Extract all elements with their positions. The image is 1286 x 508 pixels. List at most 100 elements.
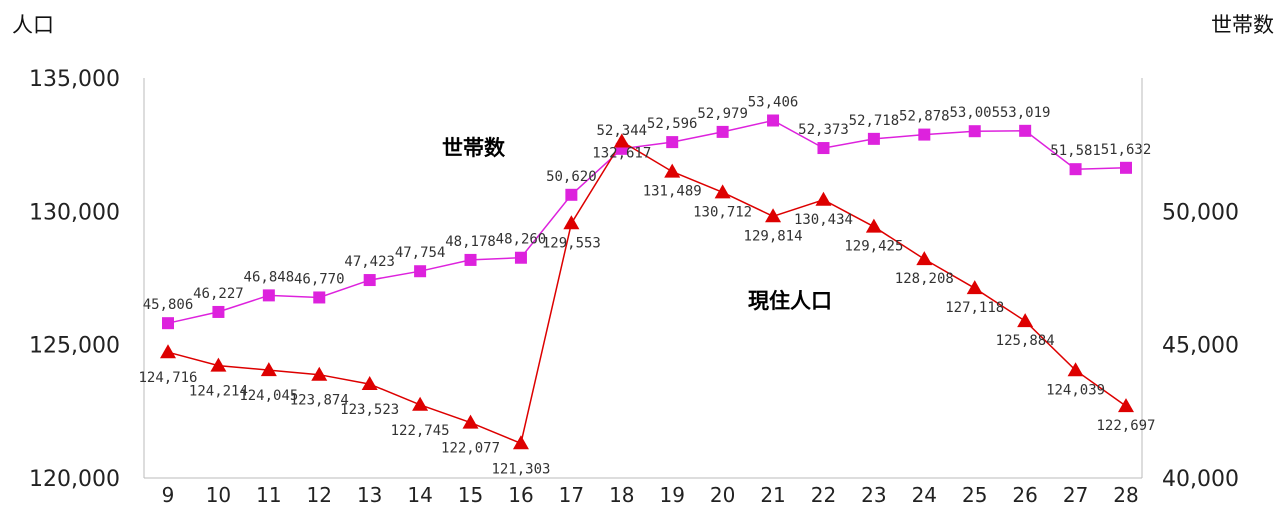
population-data-label: 129,425 [844,239,903,255]
households-data-label: 53,406 [748,95,799,111]
x-tick-labels: 9 10 11 12 13 14 15 16 17 18 19 20 21 22 23 24 25 26 27 28 [162,483,1139,507]
population-point [865,218,882,233]
left-tick-label: 135,000 [29,67,120,92]
households-point [767,114,780,127]
population-point [1067,362,1084,377]
population-point [765,208,782,223]
left-axis-title: 人口 [12,13,54,37]
left-tick-label: 125,000 [29,334,120,359]
households-point [918,128,931,141]
x-tick-label: 25 [962,483,987,507]
households-data-label: 47,754 [395,245,446,261]
series-line-population [167,140,1127,445]
households-data-label: 52,344 [597,123,648,139]
population-point [966,280,983,295]
series-line-households [167,119,1127,324]
population-data-label: 124,716 [138,370,197,386]
x-tick-label: 10 [206,483,231,507]
population-data-label: 124,045 [239,388,298,404]
population-data-label: 124,214 [189,384,248,400]
series-name-population: 現住人口 [748,289,832,313]
x-tick-label: 9 [162,483,175,507]
households-data-label: 52,373 [798,122,849,138]
population-data-label: 122,745 [391,423,450,439]
population-data-label: 129,814 [744,228,803,244]
series-markers [160,114,1134,450]
x-tick-label: 24 [912,483,937,507]
population-data-label: 132,617 [592,146,651,162]
x-tick-label: 16 [508,483,533,507]
households-data-label: 46,227 [193,286,244,302]
right-tick-label: 50,000 [1162,200,1239,225]
population-point [1017,313,1034,328]
population-data-label: 125,884 [996,333,1055,349]
households-point [514,251,527,264]
population-point [361,376,378,391]
households-point [565,188,578,201]
households-data-label: 51,581 [1050,143,1101,159]
households-point [162,317,174,330]
households-point [313,291,326,304]
right-tick-labels: 40,000 45,000 50,000 [1162,200,1239,492]
population-data-label: 130,712 [693,204,752,220]
x-tick-label: 18 [609,483,634,507]
households-data-label: 51,632 [1101,142,1152,158]
population-data-label: 123,523 [340,402,399,418]
x-tick-label: 19 [659,483,684,507]
households-point [968,125,981,138]
households-point [414,265,427,278]
x-tick-label: 13 [357,483,382,507]
x-tick-label: 11 [256,483,281,507]
population-point [664,163,681,178]
households-data-label: 47,423 [344,254,395,270]
left-tick-labels: 120,000 125,000 130,000 135,000 [29,67,120,492]
households-data-label: 52,718 [849,113,900,129]
households-data-label: 53,005 [949,105,1000,121]
series-name-households: 世帯数 [442,136,506,160]
population-point [210,357,227,372]
right-axis-title: 世帯数 [1211,13,1274,37]
households-point [1019,124,1032,137]
population-point [512,435,529,450]
population-point [412,396,429,411]
x-tick-label: 12 [307,483,332,507]
households-point [464,253,477,266]
x-tick-label: 26 [1012,483,1037,507]
households-data-label: 48,178 [445,234,496,250]
population-point [916,251,933,266]
households-data-label: 52,878 [899,109,950,125]
x-tick-label: 23 [861,483,886,507]
households-point [1069,163,1082,176]
population-data-label: 124,039 [1046,382,1105,398]
population-data-label: 122,697 [1096,418,1155,434]
x-tick-label: 15 [458,483,483,507]
households-point [212,305,225,318]
right-tick-label: 40,000 [1162,467,1239,492]
households-data-label: 50,620 [546,169,597,185]
households-data-label: 53,019 [1000,105,1051,121]
households-point [867,132,880,145]
population-point [311,366,328,381]
population-data-label: 131,489 [643,184,702,200]
households-data-label: 48,260 [496,232,547,248]
x-tick-label: 14 [407,483,432,507]
population-point [1118,398,1134,413]
x-tick-label: 17 [559,483,584,507]
series-lines [167,119,1127,445]
households-data-label: 46,848 [244,269,295,285]
population-point [462,414,479,429]
population-point [260,362,277,377]
population-data-label: 127,118 [945,300,1004,316]
households-data-label: 52,596 [647,116,698,132]
population-data-label: 123,874 [290,393,349,409]
households-data-label: 46,770 [294,271,345,287]
right-tick-label: 45,000 [1162,334,1239,359]
population-data-label: 128,208 [895,271,954,287]
population-data-label: 130,434 [794,212,853,228]
x-tick-label: 20 [710,483,735,507]
x-tick-label: 21 [760,483,785,507]
population-point [714,184,731,199]
population-data-label: 122,077 [441,441,500,457]
households-point [1120,161,1132,174]
